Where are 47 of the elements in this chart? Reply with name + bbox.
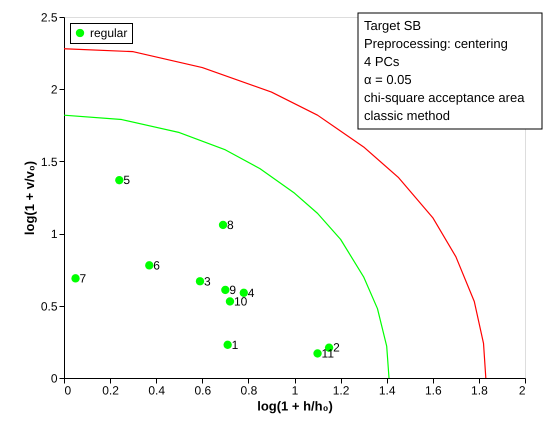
x-tick-label: 2 [518,384,526,398]
annotation: 10 [234,294,248,308]
point [145,261,154,270]
annotation: 5 [123,173,130,188]
y-tick-label: 2 [50,82,58,97]
annotation: 3 [204,274,211,288]
point [196,277,204,286]
annotation: 7 [80,271,87,286]
legend-label: regular [90,26,128,40]
point [218,220,228,230]
y-axis-title: log(1 + v/v₀) [22,160,37,236]
point [71,274,80,283]
y-tick-label: 0 [50,372,58,386]
x-tick-label: 0.2 [102,384,120,398]
annotation: classic method [364,108,450,123]
annotation: 2 [333,340,340,355]
x-tick-label: 1.4 [378,384,396,398]
y-tick-label: 2.5 [40,10,58,24]
x-tick-label: 0 [64,384,72,398]
annotation: 8 [227,218,234,232]
y-tick-label: 1.5 [40,154,58,169]
y-tick-label: 0.5 [40,299,58,314]
y-tick-label: 1 [50,227,58,242]
x-tick-label: 0.8 [240,384,258,398]
x-tick-label: 1 [292,384,299,398]
x-axis-title: log(1 + h/h₀) [257,398,333,414]
annotation: Target SB [364,18,422,33]
annotation: 4 PCs [364,54,400,69]
annotation: Preprocessing: centering [364,36,508,51]
point [221,286,230,294]
point [115,176,124,184]
point [313,349,322,358]
point [240,288,248,297]
annotation: chi-square acceptance area [364,90,526,105]
annotation: 9 [229,282,236,297]
annotation: 6 [153,258,160,272]
x-tick-label: 1.8 [471,384,488,398]
point [223,340,232,349]
annotation: 1 [232,338,239,352]
point [226,297,234,306]
x-tick-label: 0.6 [194,384,212,398]
x-tick-label: 1.2 [332,384,350,398]
x-tick-label: 0.4 [148,384,166,398]
x-tick-label: 1.6 [424,384,442,398]
annotation: α = 0.05 [364,72,412,87]
annotation: 11 [322,346,334,360]
annotation: 4 [248,286,255,300]
